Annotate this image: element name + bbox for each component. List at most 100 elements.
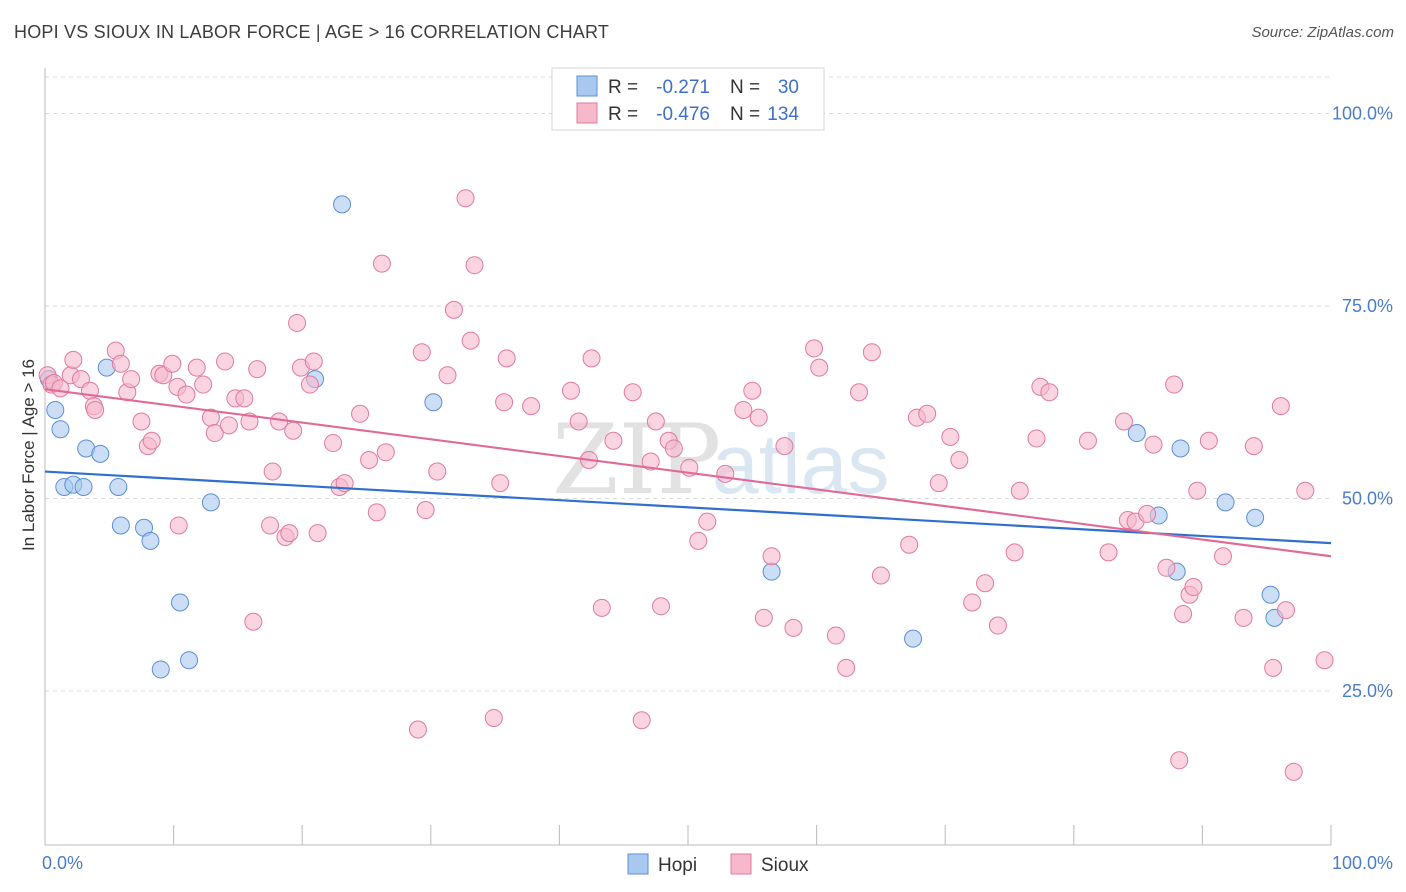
sioux-point [324, 434, 343, 453]
sioux-point [360, 451, 379, 469]
legend-swatch-hopi [627, 853, 649, 875]
sioux-point [132, 412, 151, 431]
sioux-point [963, 593, 982, 612]
sioux-point [412, 343, 431, 362]
hopi-point [1216, 493, 1235, 512]
sioux-trend-line [44, 388, 1332, 558]
sioux-point [1114, 412, 1133, 431]
y-tick-label: 50.0% [1342, 489, 1393, 509]
sioux-point [805, 339, 824, 358]
sioux-point [351, 404, 370, 423]
sioux-point [1138, 504, 1157, 523]
sioux-point [561, 381, 580, 400]
sioux-point [484, 708, 503, 727]
y-axis-title: In Labor Force | Age > 16 [19, 359, 38, 551]
sioux-point [367, 503, 386, 522]
hopi-point [91, 444, 110, 463]
sioux-point [1264, 658, 1283, 677]
watermark: ZIP atlas [552, 404, 889, 516]
sioux-point [64, 350, 83, 369]
sioux-point [918, 404, 937, 423]
sioux-point [1099, 543, 1118, 562]
stats-n-label: N = [730, 77, 760, 98]
sioux-point [569, 412, 588, 431]
y-tick-label: 25.0% [1342, 681, 1393, 701]
axes [44, 68, 1332, 846]
sioux-point [1005, 543, 1024, 562]
hopi-point [424, 393, 443, 412]
sioux-point [1040, 383, 1059, 402]
sioux-point [641, 452, 660, 471]
sioux-point [376, 443, 395, 462]
sioux-point [988, 616, 1007, 635]
sioux-point [850, 383, 869, 402]
sioux-point [169, 516, 188, 535]
sioux-point [592, 598, 611, 617]
sioux-point [862, 343, 881, 362]
sioux-point [461, 331, 480, 350]
hopi-point [109, 477, 128, 496]
y-tick-label: 100.0% [1332, 104, 1393, 124]
source-label: Source: ZipAtlas.com [1251, 24, 1394, 41]
hopi-point [171, 593, 190, 612]
sioux-point [284, 421, 303, 440]
sioux-point [187, 358, 206, 377]
sioux-point [491, 474, 510, 493]
stats-legend: R = -0.271 N = 30 R = -0.476 N = 134 [551, 67, 825, 131]
hopi-point [1171, 439, 1190, 458]
sioux-point [604, 431, 623, 450]
stats-r-value: -0.271 [656, 77, 710, 98]
sioux-point [743, 381, 762, 400]
stats-swatch [576, 102, 598, 124]
sioux-point [205, 424, 224, 443]
sioux-point [664, 439, 683, 458]
sioux-point [826, 626, 845, 645]
sioux-point [300, 375, 319, 394]
hopi-point [762, 562, 781, 581]
hopi-point [46, 400, 65, 419]
sioux-point [248, 360, 267, 379]
stats-n-label: N = [730, 104, 760, 125]
sioux-point [497, 349, 516, 368]
stats-n-value: 30 [778, 77, 799, 98]
sioux-point [235, 389, 254, 408]
sioux-point [1027, 429, 1046, 448]
sioux-point [976, 574, 995, 593]
hopi-point [333, 195, 352, 214]
sioux-point [263, 462, 282, 481]
hopi-point [141, 531, 160, 550]
sioux-point [716, 464, 735, 483]
sioux-point [1174, 605, 1193, 623]
sioux-point [698, 512, 717, 531]
hopi-point [74, 477, 93, 496]
sioux-point [1165, 375, 1184, 394]
sioux-point [784, 618, 803, 637]
sioux-point [1284, 762, 1303, 781]
stats-r-label: R = [608, 77, 638, 98]
sioux-point [689, 531, 708, 550]
sioux-point [632, 711, 651, 730]
x-tick-label: 100.0% [1332, 853, 1393, 873]
hopi-point [180, 651, 199, 670]
hopi-point [111, 516, 130, 535]
stats-n-value: 134 [767, 104, 799, 125]
sioux-point [163, 354, 182, 373]
sioux-point [456, 189, 475, 208]
sioux-point [871, 566, 890, 585]
sioux-point [1234, 608, 1253, 627]
sioux-point [1271, 397, 1290, 416]
sioux-point [308, 524, 327, 543]
series-legend: Hopi Sioux [627, 853, 809, 876]
sioux-point [775, 437, 794, 456]
sioux-point [465, 256, 484, 275]
sioux-point [1276, 601, 1295, 620]
sioux-point [1078, 431, 1097, 450]
sioux-point [1157, 558, 1176, 577]
legend-label-hopi: Hopi [658, 855, 697, 876]
sioux-point [1188, 481, 1207, 500]
sioux-point [522, 397, 541, 416]
sioux-point [1170, 751, 1189, 770]
sioux-point [837, 658, 856, 677]
sioux-point [929, 474, 948, 493]
